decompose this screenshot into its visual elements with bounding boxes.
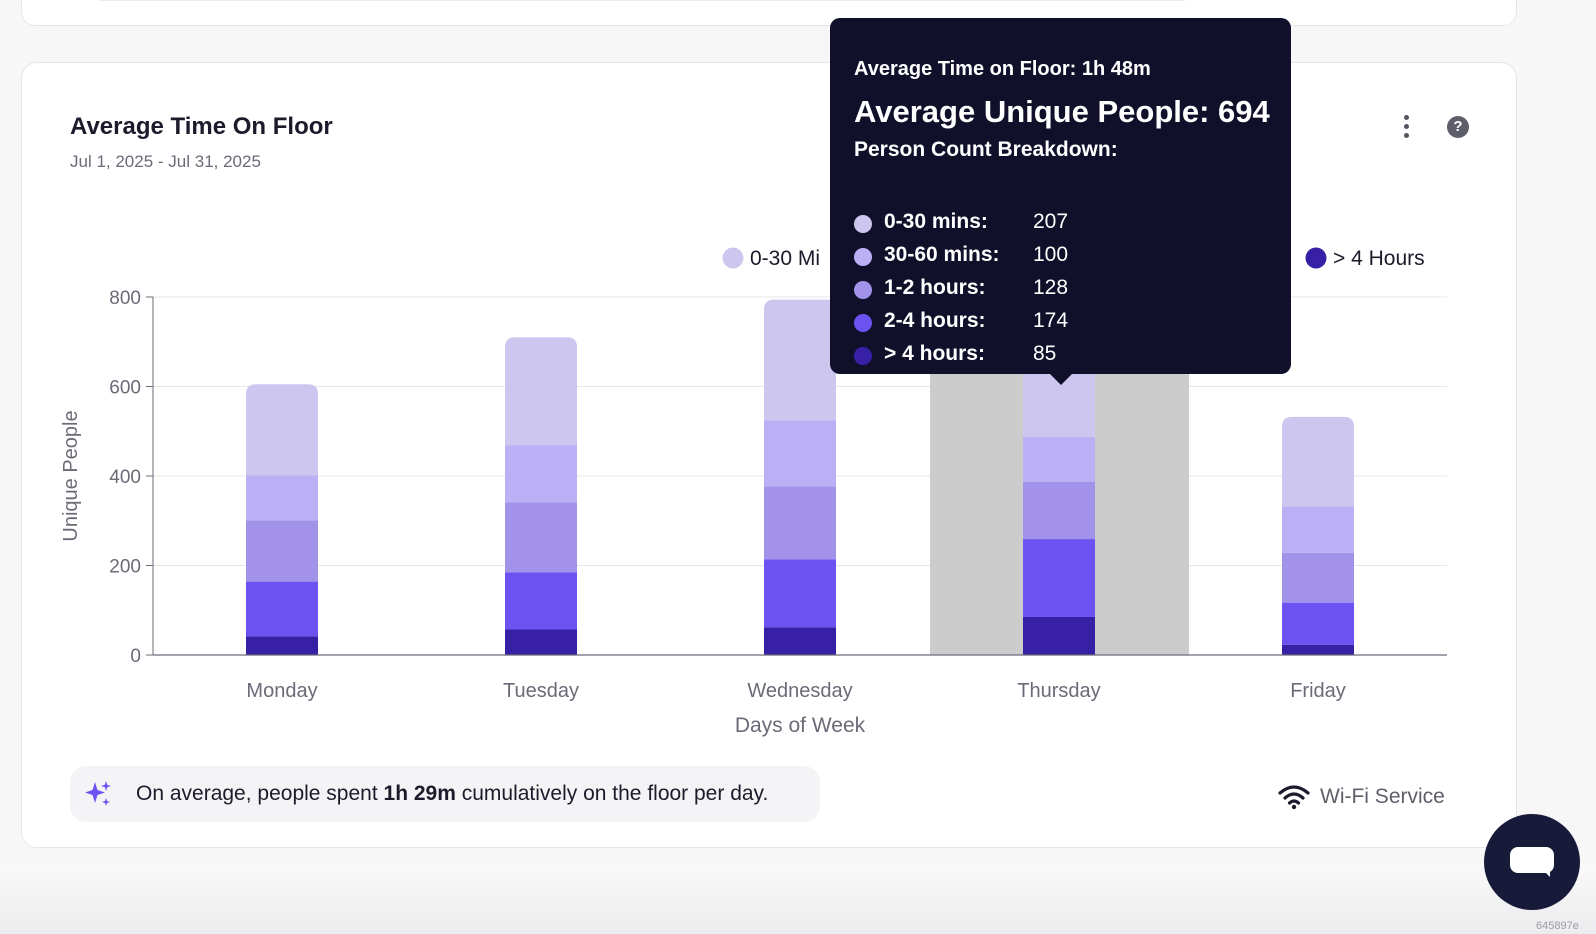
stacked-bar-chart: 0 200 400 600 800 Unique People Days of Week Mo… xyxy=(60,247,1447,737)
bar-segment xyxy=(1282,506,1354,553)
previous-card-bar xyxy=(92,0,1192,1)
page-footer-area xyxy=(0,864,1596,934)
tooltip-row-label: > 4 hours: xyxy=(884,342,985,365)
x-tick-label: Tuesday xyxy=(503,680,579,702)
bar-segment xyxy=(1282,602,1354,645)
bar-segment xyxy=(246,636,318,655)
bar-segment xyxy=(505,629,577,655)
previous-card xyxy=(21,0,1517,26)
chat-icon xyxy=(1510,847,1554,873)
bar-segment xyxy=(246,520,318,582)
sparkle-icon xyxy=(85,781,111,806)
insight-text: On average, people spent 1h 29m cumulati… xyxy=(136,782,768,806)
chat-icon-tail xyxy=(1534,869,1550,877)
legend-dot-icon xyxy=(854,347,872,365)
y-tick-label: 200 xyxy=(109,557,141,578)
data-source-label: Wi-Fi Service xyxy=(1320,785,1445,808)
legend-swatch xyxy=(1305,247,1327,269)
axis-group: 0 200 400 600 800 Unique People Days of Week Mo… xyxy=(60,288,1447,737)
card-title: Average Time On Floor xyxy=(70,113,333,140)
legend-dot-icon xyxy=(854,248,872,266)
legend-dot-icon xyxy=(854,215,872,233)
bar-segment xyxy=(1023,437,1095,482)
y-tick-label: 600 xyxy=(109,378,141,399)
y-axis-label: Unique People xyxy=(60,410,82,541)
tooltip-row-label: 0-30 mins: xyxy=(884,210,988,233)
insight-value: 1h 29m xyxy=(383,782,456,805)
insight-suffix: cumulatively on the floor per day. xyxy=(455,782,769,805)
bar-segment xyxy=(764,299,836,421)
tooltip-row-value: 100 xyxy=(1033,243,1069,266)
x-axis-label: Days of Week xyxy=(735,714,866,737)
bars-group[interactable] xyxy=(246,299,1354,655)
tooltip-row: 1-2 hours: 128 xyxy=(854,274,1274,304)
tooltip-breakdown-title: Person Count Breakdown: xyxy=(854,138,1118,161)
tooltip-row-label: 30-60 mins: xyxy=(884,243,1000,266)
bar-segment xyxy=(1023,539,1095,617)
y-tick-label: 0 xyxy=(130,646,141,667)
bar-segment xyxy=(1023,616,1095,655)
bar-segment xyxy=(505,572,577,630)
x-tick-label: Friday xyxy=(1290,680,1346,702)
tooltip-row-value: 128 xyxy=(1033,276,1069,299)
y-tick-label: 400 xyxy=(109,467,141,488)
more-options-icon[interactable] xyxy=(1394,112,1418,144)
bar-segment xyxy=(246,581,318,637)
bar-segment xyxy=(505,445,577,503)
tooltip-row-label: 1-2 hours: xyxy=(884,276,986,299)
tooltip-row: 2-4 hours: 174 xyxy=(854,307,1274,337)
date-range: Jul 1, 2025 - Jul 31, 2025 xyxy=(70,152,261,171)
tooltip-arrow xyxy=(1050,374,1072,385)
bar-segment xyxy=(764,486,836,560)
x-tick-label: Monday xyxy=(246,680,317,702)
tooltip-row: 0-30 mins: 207 xyxy=(854,208,1274,238)
bar-segment xyxy=(1282,552,1354,603)
tooltip-row-value: 174 xyxy=(1033,309,1069,332)
insight-banner: On average, people spent 1h 29m cumulati… xyxy=(70,766,820,822)
legend-swatch xyxy=(722,247,744,269)
legend[interactable]: 0-30 Mi > 4 Hours xyxy=(722,247,1425,270)
help-icon[interactable]: ? xyxy=(1447,116,1469,138)
insight-prefix: On average, people spent xyxy=(136,782,384,805)
tooltip-row: > 4 hours: 85 xyxy=(854,340,1274,370)
legend-label: 0-30 Mi xyxy=(750,247,820,270)
tooltip-row-label: 2-4 hours: xyxy=(884,309,986,332)
tooltip-row-value: 85 xyxy=(1033,342,1057,365)
bar-segment xyxy=(764,420,836,487)
wifi-icon xyxy=(1278,785,1310,810)
chat-launcher-button[interactable] xyxy=(1484,814,1580,910)
chart-tooltip: Average Time on Floor: 1h 48m Average Un… xyxy=(830,18,1291,374)
bar-segment xyxy=(246,475,318,521)
tooltip-row-value: 207 xyxy=(1033,210,1069,233)
x-tick-label: Thursday xyxy=(1017,680,1100,702)
build-id: 645897e xyxy=(1536,920,1579,932)
bar-segment xyxy=(505,502,577,573)
bar-segment xyxy=(1023,481,1095,540)
legend-dot-icon xyxy=(854,314,872,332)
bar-segment xyxy=(246,384,318,476)
bar-segment xyxy=(764,559,836,628)
tooltip-time: Average Time on Floor: 1h 48m xyxy=(854,58,1151,80)
x-tick-label: Wednesday xyxy=(747,680,852,702)
legend-dot-icon xyxy=(854,281,872,299)
tooltip-row: 30-60 mins: 100 xyxy=(854,241,1274,271)
y-tick-label: 800 xyxy=(109,288,141,309)
bar-segment xyxy=(764,627,836,655)
tooltip-people: Average Unique People: 694 xyxy=(854,94,1270,129)
bar-segment xyxy=(505,337,577,446)
bar-segment xyxy=(1282,416,1354,507)
bar-segment xyxy=(1282,644,1354,655)
legend-label: > 4 Hours xyxy=(1333,247,1425,270)
